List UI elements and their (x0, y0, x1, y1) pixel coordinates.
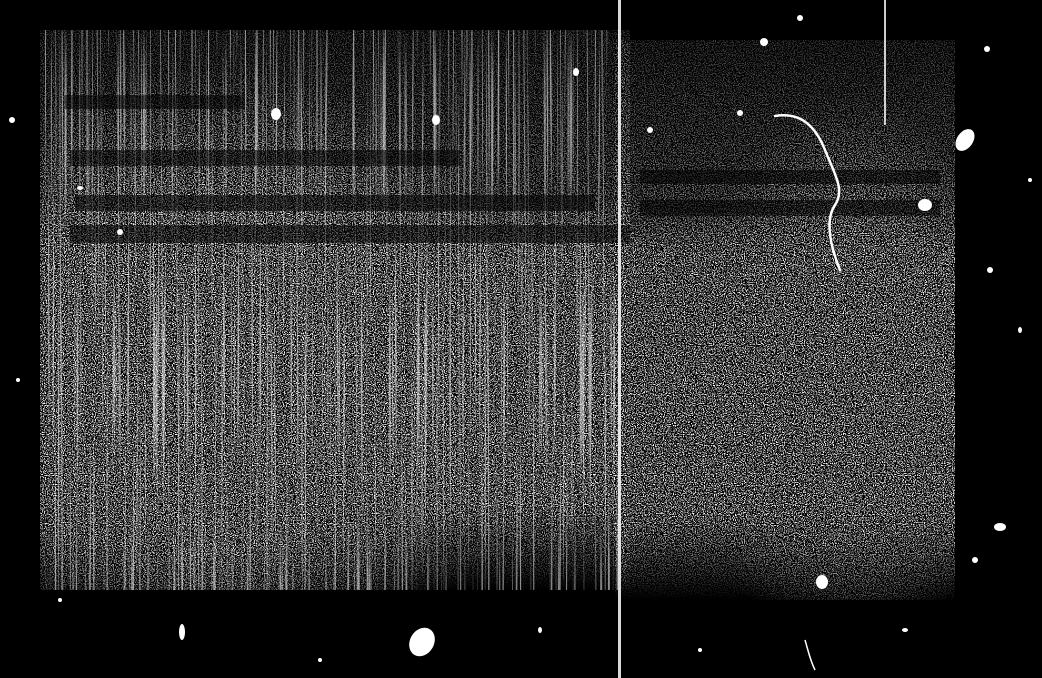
center-crease-line (618, 0, 621, 678)
dark-text-bands (65, 95, 940, 243)
small-scratch (804, 639, 816, 671)
dust-specks (9, 15, 1032, 662)
hair-scratch (773, 114, 842, 272)
vertical-streaks (45, 30, 620, 590)
right-crease-line (884, 0, 886, 125)
